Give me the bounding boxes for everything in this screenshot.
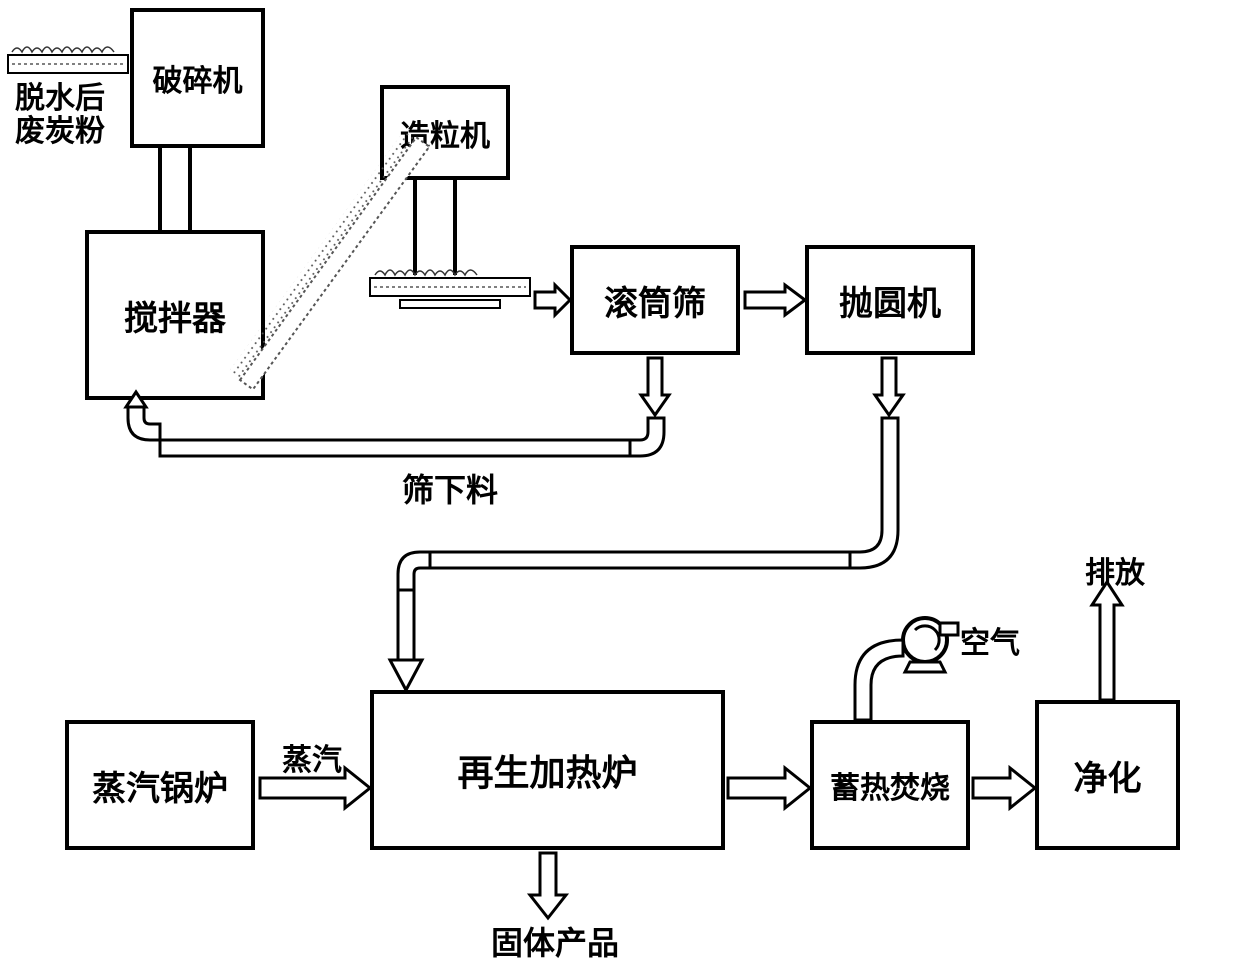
node-mixer: 搅拌器 (85, 230, 265, 400)
node-regen-furnace: 再生加热炉 (370, 690, 725, 850)
node-label: 搅拌器 (124, 291, 226, 340)
node-granulator: 造粒机 (380, 85, 510, 180)
label-steam: 蒸汽 (272, 735, 352, 779)
node-rto: 蓄热焚烧 (810, 720, 970, 850)
air-fan-assembly (855, 618, 958, 720)
node-drum-screen: 滚筒筛 (570, 245, 740, 355)
edge-drum-to-spheronizer (745, 285, 805, 315)
edge-spheronizer-down (875, 358, 903, 415)
conveyor-under-granulator (370, 270, 530, 308)
edge-drum-down (641, 358, 669, 415)
edge-furnace-to-rto (728, 768, 810, 808)
label-solid-product: 固体产品 (475, 918, 635, 964)
node-spheronizer: 抛圆机 (805, 245, 975, 355)
node-steam-boiler: 蒸汽锅炉 (65, 720, 255, 850)
node-label: 抛圆机 (839, 276, 941, 325)
edge-purify-to-emission (1092, 582, 1122, 700)
node-purify: 净化 (1035, 700, 1180, 850)
edge-spheronizer-to-furnace (390, 418, 898, 690)
conveyor-input (8, 47, 128, 73)
node-label: 破碎机 (153, 56, 243, 100)
edge-furnace-to-solid-product (530, 853, 566, 918)
edge-conveyor2-to-drum (535, 285, 570, 315)
node-label: 蒸汽锅炉 (92, 761, 228, 810)
edge-undersize-return (126, 392, 664, 456)
node-label: 净化 (1074, 751, 1142, 800)
node-label: 滚筒筛 (604, 276, 706, 325)
node-label: 造粒机 (400, 111, 490, 155)
edge-rto-to-purify (973, 768, 1035, 808)
edge-granulator-down (415, 180, 455, 275)
node-crusher: 破碎机 (130, 8, 265, 148)
label-input-material: 脱水后 废炭粉 (0, 82, 120, 148)
label-undersize: 筛下料 (390, 465, 510, 511)
node-label: 再生加热炉 (457, 744, 637, 796)
edge-crusher-to-mixer (160, 148, 190, 230)
label-emission: 排放 (1075, 548, 1155, 592)
node-label: 蓄热焚烧 (830, 763, 950, 807)
label-air: 空气 (950, 618, 1030, 662)
